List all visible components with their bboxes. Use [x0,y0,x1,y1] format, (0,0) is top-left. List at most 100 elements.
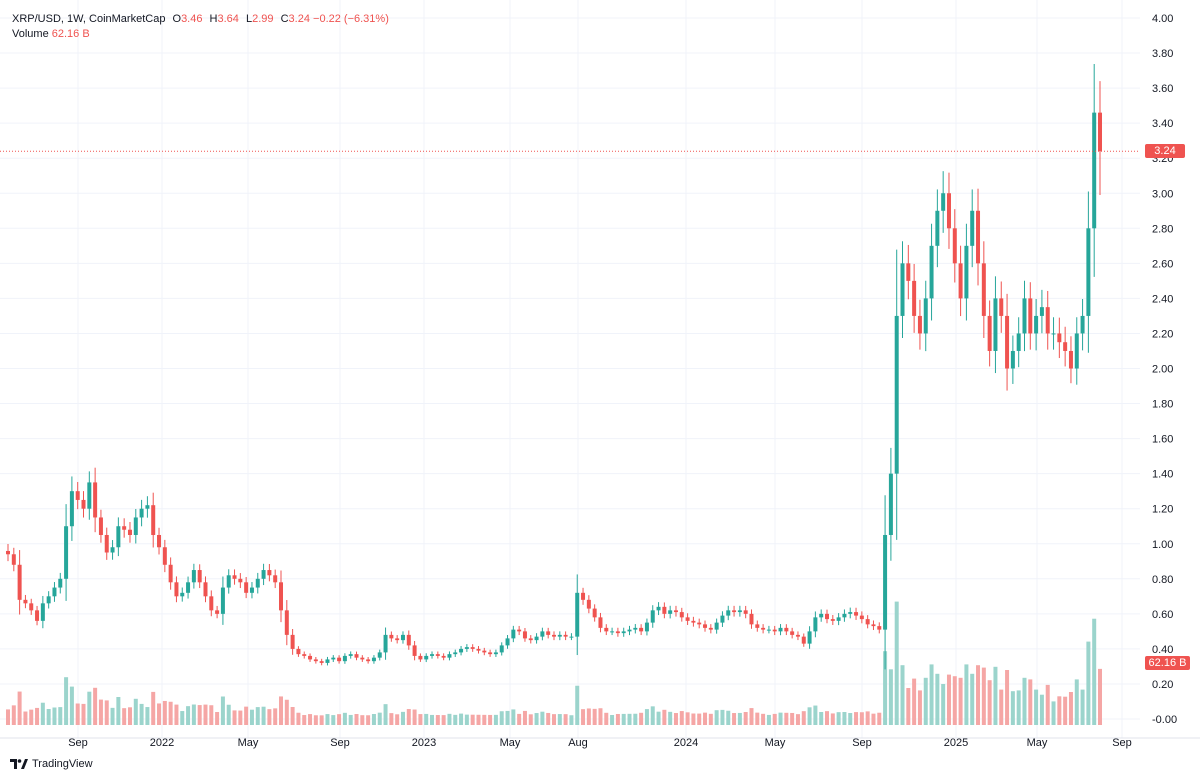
last-volume-badge: 62.16 B [1145,655,1190,670]
candle-body [1016,333,1021,351]
candle-body [453,652,458,655]
y-tick-label: 1.80 [1152,399,1173,411]
y-tick-label: 0.20 [1152,679,1173,691]
volume-bar [418,714,423,725]
volume-bar [505,710,510,725]
candle-body [40,603,45,621]
candle-body [69,491,74,527]
volume-bar [17,691,22,725]
candle-body [552,634,556,637]
candle-body [592,608,597,618]
volume-bar [522,710,527,725]
x-tick-label: Sep [68,737,88,749]
volume-bar [360,715,365,725]
volume-bar [267,709,272,725]
candle-body [406,634,411,646]
volume-bar [406,709,411,725]
volume-bar [354,714,359,725]
volume-bar [151,691,156,725]
candle-body [29,603,34,611]
candle-body [586,599,591,609]
volume-bar [528,714,533,725]
candle-body [418,655,423,660]
volume-bar [93,687,98,725]
candle-body [255,578,260,588]
candle-body [946,193,951,229]
symbol-label: XRP/USD, 1W, CoinMarketCap [12,13,166,25]
volume-bar [958,677,963,725]
volume-bar [46,709,51,725]
candle-body [714,622,719,630]
candle-body [900,263,905,316]
candle-body [836,617,841,621]
candle-body [261,570,266,579]
tradingview-brand[interactable]: TradingView [10,758,93,770]
volume-bar [40,702,45,725]
volume-bar [52,707,57,725]
y-tick-label: 1.60 [1152,434,1173,446]
candle-body [790,631,795,635]
candle-body [308,655,313,660]
candle-body [859,615,864,620]
volume-bar [279,696,283,725]
change-value: −0.22 (−6.31%) [313,13,389,25]
candle-body [1010,350,1015,369]
candle-body [517,629,522,632]
volume-bar [180,711,185,725]
volume-bar [755,712,760,725]
candle-body [435,654,440,656]
volume-bar [116,697,121,725]
volume-bar [749,708,754,725]
last-price-badge: 3.24 [1145,144,1185,159]
volume-bar [877,712,882,725]
candle-body [691,620,696,623]
volume-bar [1016,690,1021,725]
volume-bar [6,709,10,725]
candle-body [493,652,498,655]
candle-body [784,627,789,632]
volume-bar [203,704,208,725]
candle-body [511,629,516,639]
candle-body [279,582,283,611]
candle-body [766,629,771,631]
y-tick-label: 2.60 [1152,258,1173,270]
volume-bar [825,711,829,725]
volume-bar [476,714,481,725]
candle-body [883,534,888,630]
volume-bar [1022,677,1027,725]
candle-body [854,612,859,616]
x-tick-label: 2022 [150,737,174,749]
candle-body [697,622,702,625]
volume-bar [174,704,179,725]
price-axis: 4.003.803.603.403.203.002.802.602.402.20… [1152,13,1177,726]
candle-body [354,654,359,658]
candle-body [842,613,847,618]
candle-body [6,550,10,555]
volume-bar [488,714,493,725]
candle-body [360,657,365,660]
x-tick-label: May [765,737,786,749]
volume-bar [371,714,376,725]
volume-bar [784,712,789,725]
volume-bar [581,709,586,725]
volume-bar [29,709,34,725]
volume-bar [946,674,951,725]
candle-body [964,245,969,299]
candle-body [1039,307,1044,316]
volume-bar [993,666,998,725]
volume-bar [296,712,301,725]
time-axis: Sep 2022 May Sep 2023 May Aug 2024 May Sep 2025 May… [68,737,1132,749]
chart-legend: XRP/USD, 1W, CoinMarketCap O3.46 H3.64 L… [12,12,389,42]
candle-body [1022,298,1027,334]
y-tick-label: 3.80 [1152,48,1173,60]
volume-bar [110,707,115,725]
volume-bar [1045,684,1050,725]
close-value: 3.24 [288,13,310,25]
y-tick-label: 0.40 [1152,644,1173,656]
y-tick-label: -0.00 [1152,714,1177,726]
y-tick-label: 2.20 [1152,328,1173,340]
candle-body [337,657,342,662]
candle-body [116,526,121,548]
candle-body [662,606,667,614]
